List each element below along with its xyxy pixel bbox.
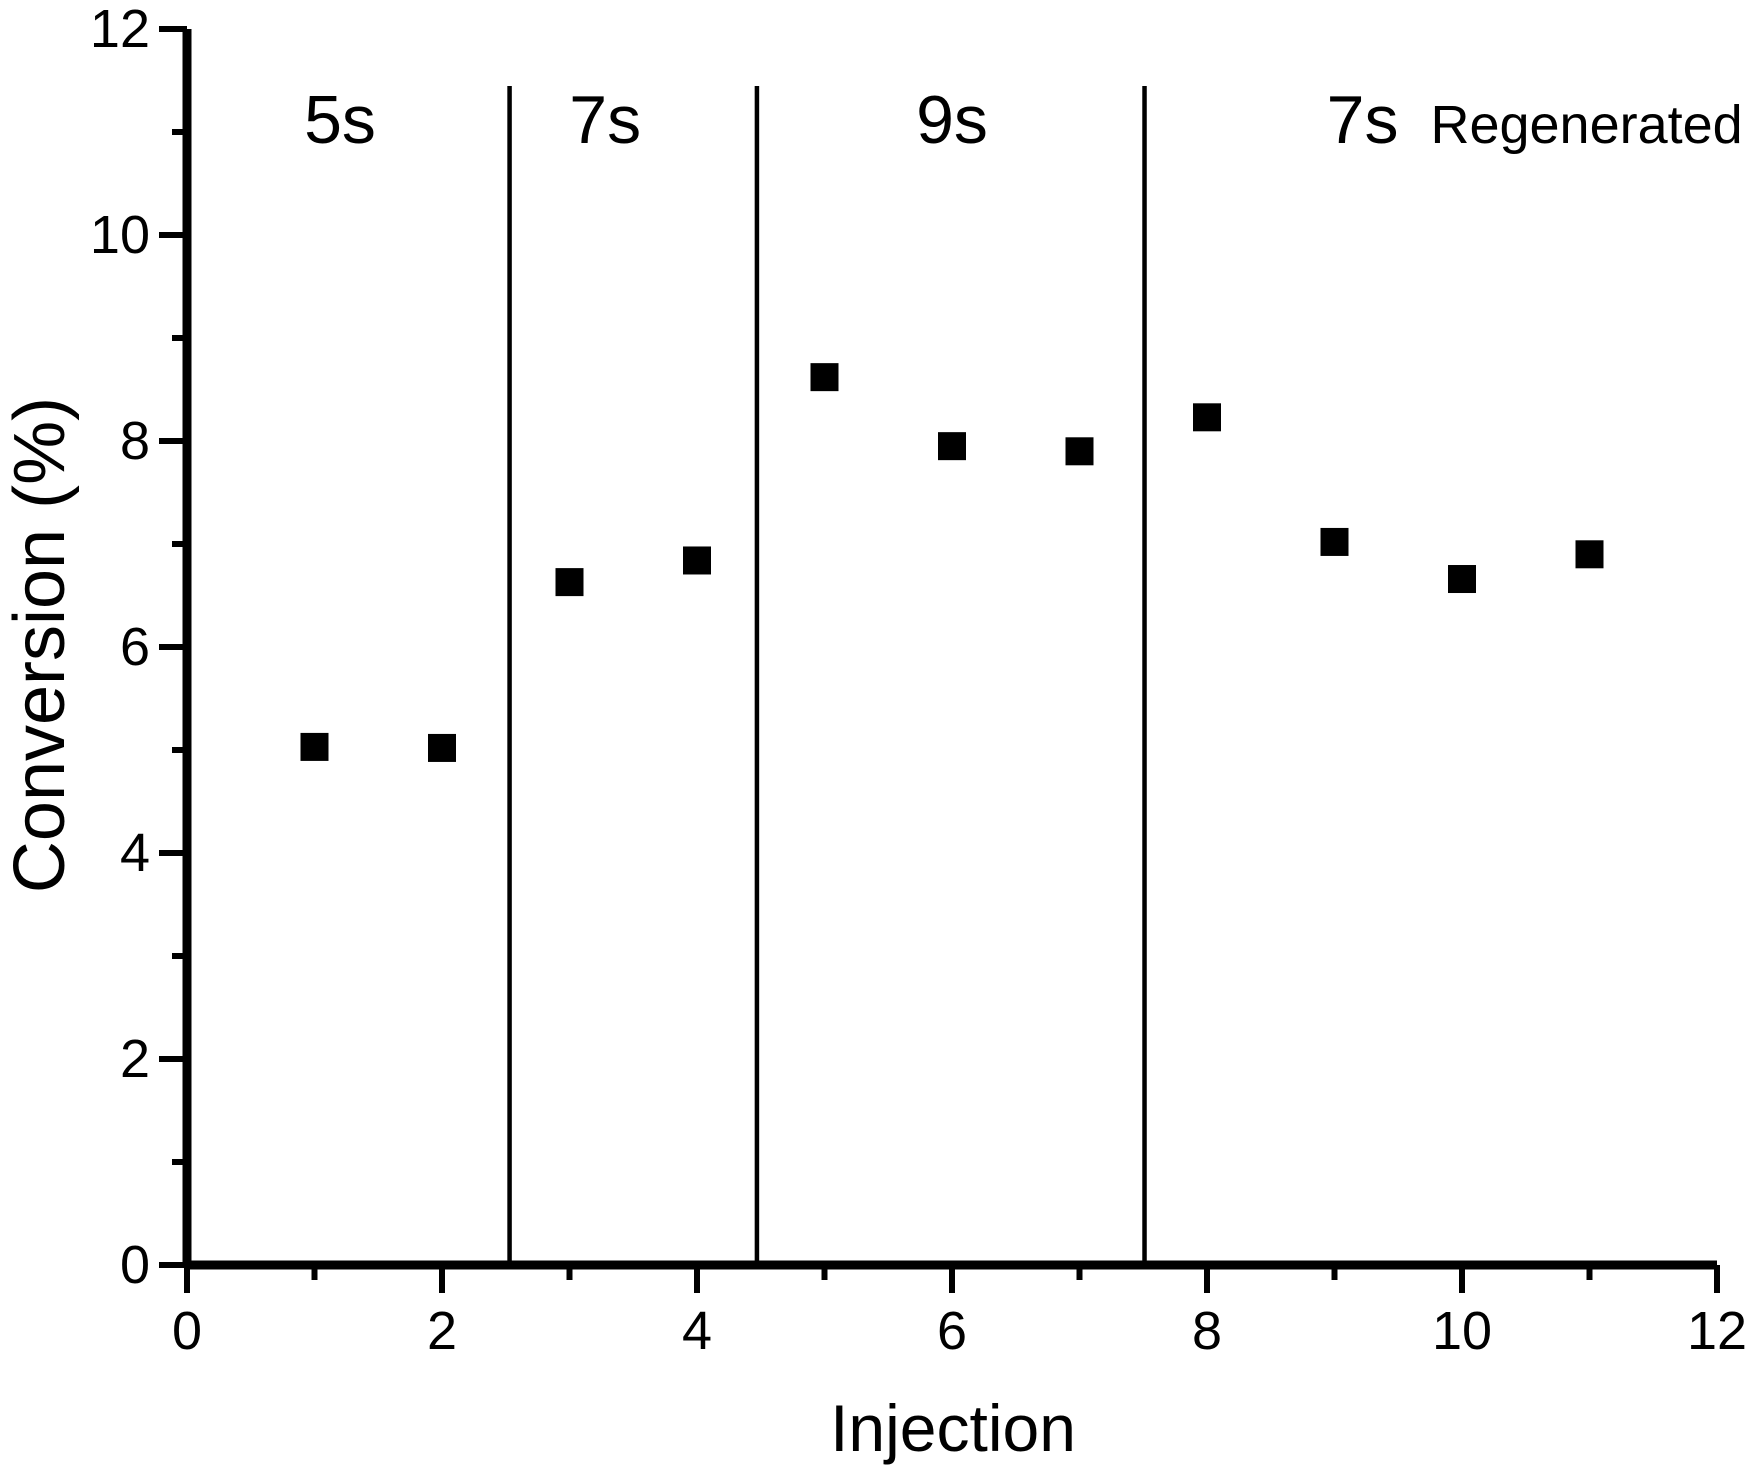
data-point	[938, 432, 966, 461]
region-label-text: 9s	[916, 82, 988, 158]
data-point	[1575, 540, 1604, 569]
y-tick-label: 10	[90, 205, 150, 265]
data-point	[1320, 527, 1349, 556]
data-point	[1448, 565, 1476, 594]
region-label: 9s	[916, 86, 988, 154]
x-tick-label: 2	[427, 1301, 457, 1361]
y-axis-title: Conversion (%)	[0, 396, 80, 894]
x-tick-label: 10	[1432, 1301, 1492, 1361]
data-point	[810, 363, 839, 392]
y-tick-label: 6	[120, 617, 150, 677]
data-point	[428, 733, 456, 762]
x-tick-label: 4	[682, 1301, 712, 1361]
x-tick-label: 0	[172, 1301, 202, 1361]
data-point	[1065, 437, 1094, 466]
data-point	[300, 732, 329, 761]
data-point	[555, 568, 584, 597]
region-label-suffix: Regenerated	[1430, 95, 1743, 155]
region-label-text: 7s	[1326, 82, 1399, 158]
y-tick-label: 2	[120, 1029, 150, 1089]
region-label: 7s	[569, 86, 641, 154]
x-tick-label: 12	[1687, 1301, 1747, 1361]
data-point	[683, 546, 711, 575]
x-tick-label: 8	[1192, 1301, 1222, 1361]
region-label-text: 5s	[304, 82, 376, 158]
y-tick-label: 12	[90, 0, 150, 59]
region-label: 5s	[304, 86, 376, 154]
y-tick-label: 4	[120, 823, 150, 883]
data-point	[1193, 403, 1221, 432]
x-tick-label: 6	[937, 1301, 967, 1361]
region-label: 7s Regenerated	[1327, 86, 1743, 154]
x-axis-title: Injection	[830, 1391, 1076, 1465]
y-tick-label: 8	[120, 411, 150, 471]
region-label-text: 7s	[569, 82, 642, 158]
y-tick-label: 0	[120, 1235, 150, 1295]
